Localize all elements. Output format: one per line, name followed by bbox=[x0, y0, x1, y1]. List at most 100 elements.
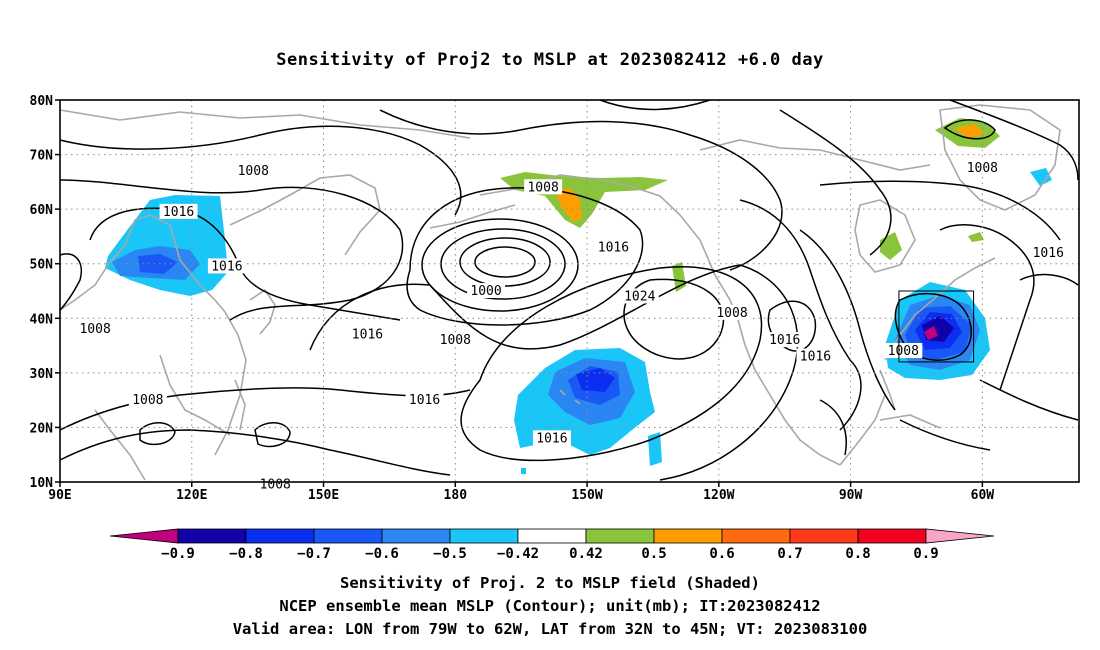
contour-label: 1016 bbox=[769, 333, 800, 348]
contour-high-1016 bbox=[460, 266, 763, 462]
coast-hudson-bay bbox=[854, 199, 916, 273]
contour-north-1008 bbox=[59, 125, 462, 216]
lat-tick-label: 50N bbox=[30, 258, 54, 273]
lat-tick-label: 60N bbox=[30, 203, 54, 218]
contour-atlantic-1016b bbox=[1019, 273, 1079, 286]
lon-tick-label: 120E bbox=[176, 488, 207, 503]
shade-pacific-small bbox=[648, 432, 662, 466]
colorbar-segment bbox=[721, 528, 791, 544]
colorbar-label: −0.6 bbox=[365, 546, 399, 562]
coast-greenland bbox=[939, 104, 1061, 211]
coast-asia-kamchatka bbox=[229, 174, 381, 256]
contour-label-bg bbox=[620, 288, 659, 304]
colorbar-label: 0.9 bbox=[913, 546, 938, 562]
contour-label-bg bbox=[234, 162, 273, 178]
contour-subtrop-1008 bbox=[59, 429, 451, 476]
coast-philippines bbox=[234, 379, 246, 431]
contour-arctic-2 bbox=[599, 99, 711, 111]
colorbar-label: 0.8 bbox=[845, 546, 870, 562]
colorbar-label: −0.5 bbox=[433, 546, 467, 562]
lon-tick-label: 90W bbox=[839, 488, 863, 503]
contour-label-bg bbox=[594, 239, 633, 255]
contour-label: 1008 bbox=[79, 322, 110, 337]
contour-label-bg bbox=[532, 430, 571, 446]
shade-alaska-orange bbox=[555, 188, 582, 222]
colorbar-segment bbox=[653, 528, 723, 544]
contour-label-bg bbox=[348, 326, 387, 342]
lat-tick-label: 30N bbox=[30, 367, 54, 382]
contour-label-bg bbox=[128, 392, 167, 408]
coast-hawaii bbox=[559, 389, 581, 405]
colorbar-label: −0.7 bbox=[297, 546, 331, 562]
contour-label: 1008 bbox=[132, 393, 163, 408]
coast-aleutians bbox=[429, 204, 516, 229]
coast-asia-east bbox=[59, 214, 247, 456]
colorbar-segment bbox=[381, 528, 451, 544]
contour-label: 1024 bbox=[624, 289, 655, 304]
colorbar-label: −0.9 bbox=[161, 546, 195, 562]
lat-tick-label: 20N bbox=[30, 421, 54, 436]
lon-tick-label: 180 bbox=[444, 488, 468, 503]
lon-tick-label: 120W bbox=[703, 488, 734, 503]
caption-line-2: NCEP ensemble mean MSLP (Contour); unit(… bbox=[279, 597, 821, 615]
contour-wp-low bbox=[254, 422, 291, 448]
colorbar-label: 0.6 bbox=[709, 546, 734, 562]
contour-asia-1008 bbox=[59, 179, 404, 321]
contour-sc-1008 bbox=[979, 379, 1079, 421]
contour-na-1016b bbox=[799, 229, 896, 411]
contour-high-1024 bbox=[623, 278, 725, 360]
contour-asia-1016b bbox=[59, 253, 82, 311]
contour-label-bg bbox=[436, 332, 475, 348]
contour-low-5 bbox=[406, 187, 644, 326]
lat-tick-label: 70N bbox=[30, 149, 54, 164]
contour-label-bg bbox=[256, 476, 295, 492]
contour-low-1 bbox=[474, 246, 536, 278]
contour-label-bg bbox=[524, 179, 563, 195]
contour-low-2 bbox=[459, 237, 551, 287]
contour-label-bg bbox=[765, 332, 804, 348]
colorbar-label: −0.42 bbox=[497, 546, 539, 562]
contour-label: 1008 bbox=[888, 344, 919, 359]
contour-label: 1008 bbox=[260, 478, 291, 493]
contour-canada-1008 bbox=[819, 180, 1061, 241]
contour-label: 1016 bbox=[800, 349, 831, 364]
valid-area-box bbox=[898, 290, 975, 363]
colorbar-segment bbox=[857, 528, 927, 544]
contour-label-bg bbox=[1029, 244, 1068, 260]
contour-low-4 bbox=[421, 218, 579, 312]
colorbar-triangle-left bbox=[109, 528, 179, 544]
coast-florida bbox=[879, 369, 896, 411]
contour-label: 1016 bbox=[1033, 246, 1064, 261]
contour-arctic-4 bbox=[949, 99, 1079, 181]
contour-label: 1008 bbox=[238, 164, 269, 179]
contour-label: 1016 bbox=[409, 393, 440, 408]
colorbar-segment bbox=[313, 528, 383, 544]
contour-label: 1016 bbox=[352, 328, 383, 343]
contour-label-bg bbox=[405, 392, 444, 408]
contour-label: 1008 bbox=[440, 333, 471, 348]
contour-label-bg bbox=[76, 321, 115, 337]
coast-cuba bbox=[879, 414, 941, 429]
colorbar-label: 0.5 bbox=[641, 546, 666, 562]
shade-pacific-core bbox=[576, 368, 615, 392]
colorbar-segment bbox=[245, 528, 315, 544]
contour-gulf-1016 bbox=[819, 399, 991, 456]
shade-atlantic-min bbox=[924, 326, 938, 340]
coast-china-south bbox=[159, 354, 231, 436]
contour-label: 1000 bbox=[470, 284, 501, 299]
contour-label-bg bbox=[159, 203, 198, 219]
contour-label: 1016 bbox=[598, 240, 629, 255]
contour-label: 1016 bbox=[211, 259, 242, 274]
shade-east-asia-core bbox=[138, 254, 178, 274]
shade-tiny-blue bbox=[521, 468, 526, 474]
shade-labrador bbox=[1030, 168, 1052, 186]
contour-greenland-high bbox=[943, 119, 996, 140]
coast-mexico-central bbox=[839, 374, 886, 466]
coast-siberia-north bbox=[59, 109, 471, 139]
colorbar-label: 0.42 bbox=[569, 546, 603, 562]
lon-tick-label: 150W bbox=[571, 488, 602, 503]
contour-label-bg bbox=[884, 343, 923, 359]
contour-label-bg bbox=[467, 283, 506, 298]
contour-label: 1016 bbox=[536, 431, 567, 446]
